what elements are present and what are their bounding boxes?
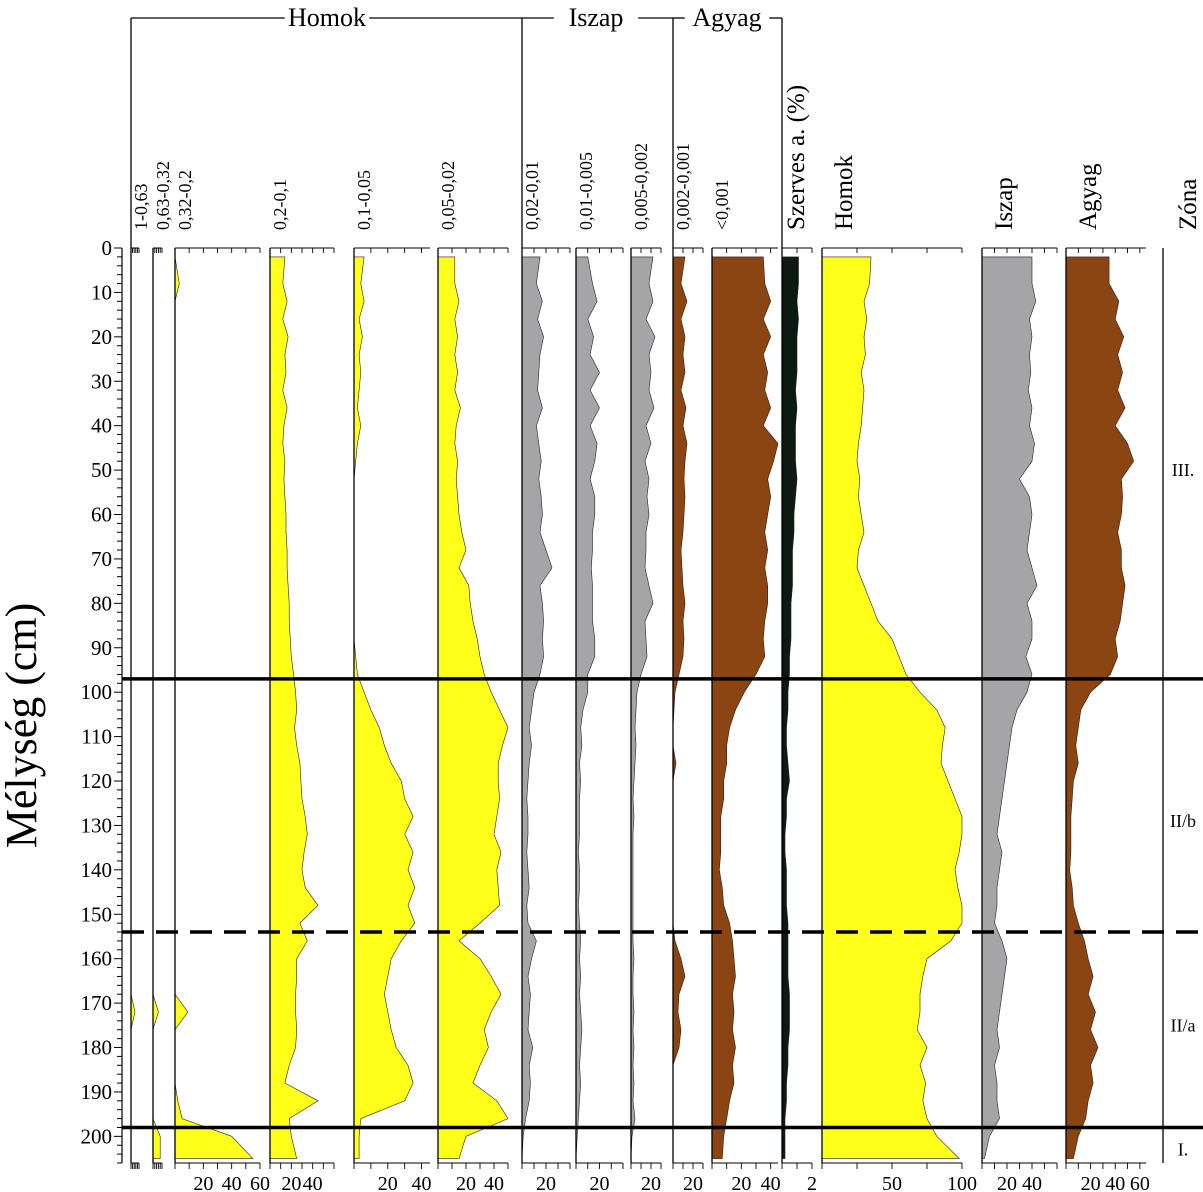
column-label-9: 0,002-0,001	[673, 143, 693, 230]
depth-tick-label: 30	[91, 369, 112, 393]
column-scale-label: 20	[731, 1173, 751, 1192]
column-label-13: Iszap	[991, 177, 1018, 230]
profile-fills	[130, 256, 1135, 1159]
depth-axis-title: Mélység (cm)	[0, 603, 46, 849]
depth-tick-label: 200	[81, 1124, 113, 1148]
depth-tick-label: 180	[81, 1036, 113, 1060]
zone-label: II/a	[1171, 1015, 1196, 1035]
profile-area-12	[821, 256, 963, 1159]
column-label-7: 0,01-0,005	[576, 152, 596, 230]
group-label-0: Homok	[288, 3, 366, 32]
column-scale-label: 40	[761, 1173, 781, 1192]
zone-header: Zóna	[1175, 179, 1202, 230]
depth-tick-label: 170	[81, 991, 113, 1015]
column-label-14: Agyag	[1075, 163, 1102, 230]
column-label-12: Homok	[831, 155, 858, 231]
column-scale-label: 40	[222, 1173, 242, 1192]
column-label-10: <0,001	[712, 179, 732, 230]
zone-label: I.	[1178, 1140, 1189, 1160]
depth-tick-label: 150	[81, 902, 113, 926]
profile-area-14	[1065, 256, 1135, 1159]
column-scale-label: 20	[997, 1173, 1017, 1192]
profile-area-9	[672, 256, 688, 1159]
depth-tick-label: 40	[91, 414, 112, 438]
profile-area-11	[781, 256, 799, 1159]
depth-tick-label: 130	[81, 813, 113, 837]
profile-area-5	[437, 256, 509, 1159]
column-scale-label: 20	[193, 1173, 213, 1192]
column-label-1: 0,63-0,32	[153, 161, 173, 230]
column-scale-label: 60	[1130, 1173, 1150, 1192]
depth-tick-label: 140	[81, 858, 113, 882]
column-scale-label: 40	[303, 1173, 323, 1192]
profile-area-7	[575, 256, 600, 1159]
depth-tick-label: 190	[81, 1080, 113, 1104]
depth-tick-label: 100	[81, 680, 113, 704]
labels: 0 10 20 30 40 50 60 70 80 90 100 110 120 130 140 150 160…	[0, 3, 1202, 1192]
profile-area-6	[521, 256, 553, 1159]
column-scale-label: 20	[456, 1173, 476, 1192]
profile-axes	[114, 17, 1164, 1169]
profile-area-8	[630, 256, 656, 1159]
column-label-0: 1-0,63	[131, 184, 151, 231]
column-scale-label: 20	[1081, 1173, 1101, 1192]
column-label-3: 0,2-0,1	[270, 179, 290, 230]
depth-tick-label: 110	[81, 725, 112, 749]
column-scale-label: 20	[536, 1173, 556, 1192]
depth-tick-label: 60	[91, 503, 112, 527]
profile-area-3	[269, 256, 319, 1159]
profile-area-4	[353, 256, 416, 1159]
column-scale-label: 20	[683, 1173, 703, 1192]
column-scale-label: 50	[882, 1173, 902, 1192]
depth-tick-label: 160	[81, 947, 113, 971]
profile-area-1	[152, 256, 161, 1159]
column-label-2: 0,32-0,2	[175, 170, 195, 230]
depth-tick-label: 80	[91, 591, 112, 615]
depth-tick-label: 0	[102, 236, 113, 260]
column-label-8: 0,005-0,002	[631, 143, 651, 230]
column-label-5: 0,05-0,02	[438, 161, 458, 230]
column-scale-label: 2	[807, 1173, 817, 1192]
column-scale-label: 20	[281, 1173, 301, 1192]
profile-area-2	[174, 256, 254, 1159]
column-scale-label: 20	[641, 1173, 661, 1192]
column-scale-label: 100	[947, 1173, 977, 1192]
profile-area-10	[711, 256, 779, 1159]
depth-tick-label: 50	[91, 458, 112, 482]
depth-tick-label: 10	[91, 280, 112, 304]
zone-label: III.	[1172, 460, 1194, 480]
column-scale-label: 20	[590, 1173, 610, 1192]
depth-tick-label: 90	[91, 636, 112, 660]
column-scale-label: 40	[484, 1173, 504, 1192]
column-scale-label: 20	[378, 1173, 398, 1192]
depth-tick-label: 20	[91, 325, 112, 349]
column-label-11: Szerves a. (%)	[783, 85, 810, 230]
column-scale-label: 40	[1105, 1173, 1125, 1192]
column-scale-label: 40	[1022, 1173, 1042, 1192]
zone-boundaries	[122, 677, 1203, 1130]
profile-area-13	[981, 256, 1038, 1159]
column-label-6: 0,02-0,01	[522, 161, 542, 230]
depth-tick-label: 70	[91, 547, 112, 571]
column-scale-label: 40	[412, 1173, 432, 1192]
zone-label: II/b	[1170, 811, 1196, 831]
depth-tick-label: 120	[81, 769, 113, 793]
group-label-1: Iszap	[569, 3, 624, 32]
column-label-4: 0,1-0,05	[354, 170, 374, 230]
column-scale-label: 60	[250, 1173, 270, 1192]
group-label-2: Agyag	[692, 3, 761, 32]
